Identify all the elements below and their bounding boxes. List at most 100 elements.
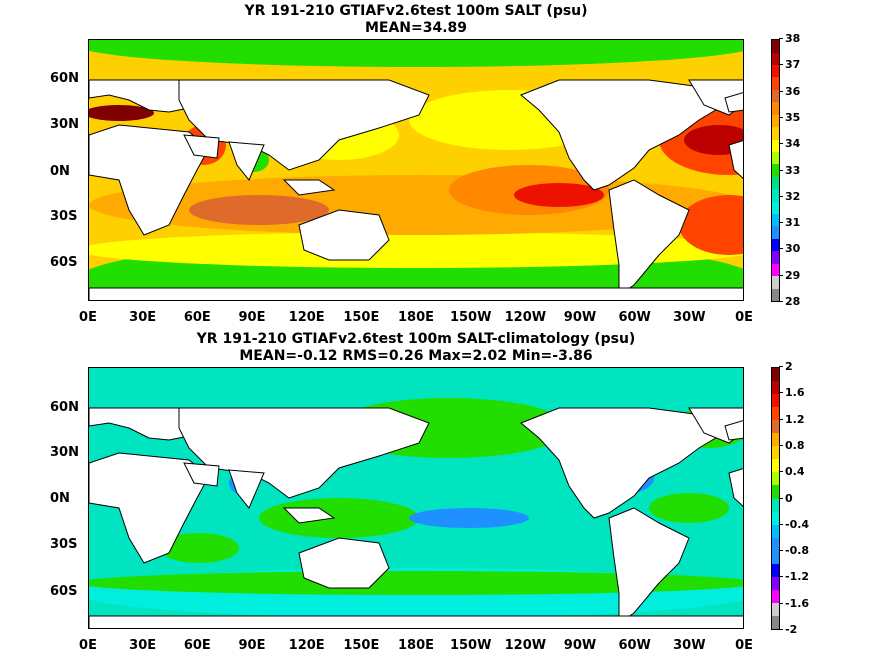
colorbar-swatch — [772, 563, 779, 577]
lon-label: 90E — [238, 310, 266, 325]
lon-label: 120W — [504, 638, 547, 653]
colorbar-swatch — [772, 511, 779, 525]
landmass — [724, 92, 743, 113]
lon-label: 150E — [343, 310, 380, 325]
landmass — [183, 134, 220, 159]
landmass — [298, 209, 390, 261]
landmass — [89, 287, 743, 300]
lon-label: 180E — [398, 310, 435, 325]
colorbar-swatch — [772, 288, 779, 301]
landmass — [282, 179, 336, 196]
colorbar-swatch — [772, 576, 779, 590]
salinity-contour — [679, 195, 743, 255]
anomaly-colorbar — [771, 367, 780, 630]
landmass — [89, 452, 210, 564]
colorbar-tick-label: 31 — [778, 216, 801, 230]
panel1-subtitle: MEAN=34.89 — [364, 20, 468, 36]
colorbar-tick-label: 35 — [778, 110, 801, 124]
colorbar-swatch — [772, 420, 779, 434]
lat-label: 0N — [50, 491, 70, 506]
salinity-contour — [89, 105, 154, 121]
landmass — [89, 124, 210, 236]
salinity-map — [88, 39, 744, 301]
colorbar-swatch — [772, 176, 779, 190]
lat-label: 60N — [50, 71, 79, 86]
colorbar-swatch — [772, 139, 779, 152]
landmass — [183, 462, 220, 487]
colorbar-swatch — [772, 40, 779, 53]
colorbar-swatch — [772, 498, 779, 512]
lon-label: 90W — [563, 638, 597, 653]
lon-label: 30W — [673, 310, 706, 325]
landmass — [520, 79, 730, 191]
colorbar-swatch — [772, 238, 779, 252]
colorbar-swatch — [772, 164, 779, 177]
lon-label: 120E — [288, 638, 325, 653]
lat-label: 30N — [50, 445, 79, 460]
colorbar-tick-label: 30 — [778, 242, 801, 256]
lon-label: 30E — [129, 310, 157, 325]
colorbar-swatch — [772, 446, 779, 460]
salinity-colorbar — [771, 39, 780, 302]
salinity-anomaly-map — [88, 367, 744, 629]
salinity-contour — [89, 232, 743, 268]
lon-label: 30E — [129, 638, 157, 653]
lat-label: 60N — [50, 400, 79, 415]
landmass — [228, 469, 265, 509]
lat-label: 30N — [50, 117, 79, 132]
salinity-contour — [514, 183, 604, 207]
colorbar-swatch — [772, 602, 779, 616]
colorbar-tick-label: 0 — [779, 491, 793, 505]
colorbar-swatch — [772, 524, 779, 538]
colorbar-tick-label: 38 — [778, 32, 801, 45]
colorbar-swatch — [772, 201, 779, 215]
lon-label: 60W — [618, 638, 651, 653]
colorbar-tick-label: 0.4 — [779, 465, 805, 479]
colorbar-swatch — [772, 368, 779, 382]
colorbar-swatch — [772, 189, 779, 202]
colorbar-tick-label: 32 — [778, 189, 801, 203]
landmass — [178, 407, 430, 499]
colorbar-tick-label: 1.2 — [779, 412, 805, 426]
colorbar-tick-label: 34 — [778, 137, 801, 151]
lon-label: 0E — [735, 310, 753, 325]
salinity-contour — [189, 195, 329, 225]
colorbar-swatch — [772, 52, 779, 65]
lon-label: 30W — [673, 638, 706, 653]
lon-label: 0E — [735, 638, 753, 653]
colorbar-tick-label: 28 — [778, 295, 801, 308]
landmass — [608, 179, 690, 296]
colorbar-tick-label: -0.4 — [778, 517, 810, 531]
colorbar-swatch — [772, 127, 779, 140]
colorbar-tick-label: -2 — [778, 623, 798, 636]
salinity-contour — [89, 40, 743, 67]
lon-label: 120W — [504, 310, 547, 325]
landmass — [728, 468, 743, 507]
colorbar-tick-label: -1.6 — [778, 596, 810, 610]
colorbar-swatch — [772, 485, 779, 499]
landmass — [608, 507, 690, 624]
colorbar-swatch — [772, 433, 779, 447]
panel2-title: YR 191-210 GTIAFv2.6test 100m SALT-clima… — [196, 331, 636, 347]
salinity-contour — [409, 508, 529, 528]
lon-label: 60W — [618, 310, 651, 325]
colorbar-tick-label: 33 — [778, 163, 801, 177]
salinity-contour — [89, 571, 743, 595]
lon-label: 0E — [79, 310, 97, 325]
salinity-contour — [159, 533, 239, 563]
colorbar-swatch — [772, 550, 779, 564]
colorbar-swatch — [772, 537, 779, 551]
lat-label: 30S — [50, 537, 78, 552]
panel2-subtitle: MEAN=-0.12 RMS=0.26 Max=2.02 Min=-3.86 — [239, 348, 593, 364]
colorbar-swatch — [772, 114, 779, 128]
salinity-contour — [649, 493, 729, 523]
lat-label: 30S — [50, 209, 78, 224]
lat-label: 60S — [50, 255, 78, 270]
colorbar-swatch — [772, 394, 779, 408]
colorbar-tick-label: 1.6 — [779, 386, 805, 400]
colorbar-swatch — [772, 381, 779, 395]
colorbar-tick-label: 37 — [778, 58, 801, 72]
colorbar-swatch — [772, 459, 779, 473]
landmass — [282, 507, 336, 524]
landmass — [298, 537, 390, 589]
